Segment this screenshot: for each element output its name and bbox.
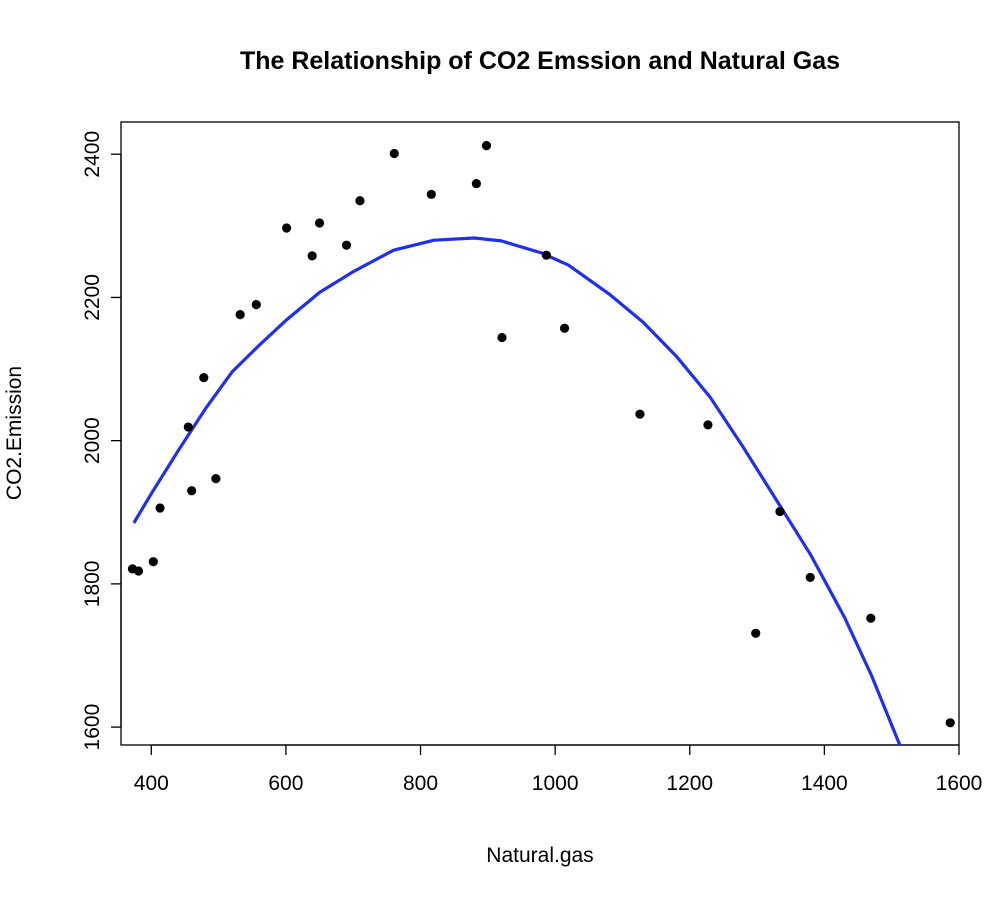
x-tick-label: 1400 bbox=[801, 772, 848, 795]
y-tick-label: 2400 bbox=[81, 131, 104, 178]
data-point bbox=[155, 503, 165, 513]
data-point bbox=[945, 718, 955, 728]
data-point bbox=[389, 148, 399, 159]
data-point bbox=[341, 240, 352, 250]
y-axis: 1600 1800 2000 2200 2400 bbox=[81, 131, 122, 751]
data-point bbox=[775, 506, 785, 517]
data-point bbox=[703, 420, 713, 430]
data-points-layer bbox=[127, 141, 955, 728]
data-point bbox=[471, 178, 481, 189]
data-point bbox=[235, 310, 245, 320]
x-tick-label: 1600 bbox=[936, 772, 983, 795]
data-point bbox=[314, 218, 325, 228]
data-point bbox=[355, 196, 365, 206]
y-tick-label: 2000 bbox=[81, 417, 104, 464]
fit-curve-layer bbox=[132, 236, 902, 746]
data-point bbox=[148, 557, 158, 567]
data-point bbox=[307, 251, 317, 261]
plot-area-frame bbox=[120, 121, 960, 746]
data-point bbox=[805, 572, 815, 583]
y-tick-label: 1800 bbox=[81, 561, 104, 608]
data-point bbox=[559, 323, 570, 333]
chart-title: The Relationship of CO2 Emssion and Natu… bbox=[240, 47, 840, 75]
y-tick-label: 2200 bbox=[81, 274, 104, 321]
data-point bbox=[281, 223, 292, 233]
x-axis-label: Natural.gas bbox=[486, 844, 593, 867]
data-point bbox=[635, 409, 645, 419]
data-point bbox=[211, 474, 221, 484]
fit-curve bbox=[132, 236, 902, 746]
data-point bbox=[866, 613, 876, 623]
y-tick-label: 1600 bbox=[81, 704, 104, 751]
x-tick-label: 1000 bbox=[532, 772, 579, 795]
x-axis: 400 600 800 1000 1200 1400 1600 bbox=[134, 744, 983, 795]
data-point bbox=[426, 189, 436, 199]
data-point bbox=[183, 422, 193, 432]
data-point bbox=[541, 250, 551, 260]
data-point bbox=[251, 300, 261, 310]
data-point bbox=[187, 486, 197, 496]
data-point bbox=[133, 566, 144, 576]
x-tick-label: 400 bbox=[134, 772, 169, 795]
data-point bbox=[497, 332, 507, 343]
data-point bbox=[751, 628, 761, 638]
y-axis-label: CO2.Emission bbox=[3, 366, 26, 500]
x-tick-label: 800 bbox=[403, 772, 438, 795]
x-tick-label: 1200 bbox=[666, 772, 713, 795]
x-tick-label: 600 bbox=[268, 772, 303, 795]
data-point bbox=[199, 373, 209, 383]
data-point bbox=[481, 141, 492, 151]
